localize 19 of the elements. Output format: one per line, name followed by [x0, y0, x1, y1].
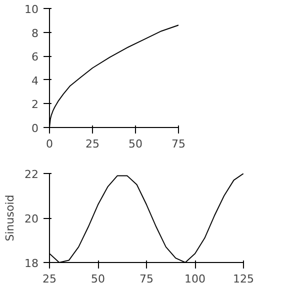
x-tick-label: 25 [86, 138, 100, 150]
y-tick-label: 4 [32, 74, 38, 88]
y-tick-label: 10 [24, 3, 39, 16]
x-tick-label: 50 [128, 138, 142, 150]
y-axis-title: Sinusoid [4, 194, 17, 242]
x-tick-label: 75 [140, 272, 154, 286]
x-tick-label: 25 [42, 272, 56, 286]
x-tick-label: 50 [91, 272, 105, 286]
y-tick-label: 8 [32, 26, 38, 40]
x-tick-label: 75 [172, 138, 186, 150]
y-tick-label: 22 [24, 168, 39, 181]
y-tick-label: 20 [24, 212, 39, 226]
x-tick-label: 125 [233, 272, 254, 286]
y-tick-label: 18 [24, 257, 39, 270]
x-tick-label: 100 [184, 272, 206, 286]
y-tick-label: 6 [32, 50, 38, 64]
y-tick-label: 0 [32, 122, 38, 135]
y-tick-label: 2 [32, 98, 38, 112]
x-tick-label: 0 [46, 138, 53, 150]
